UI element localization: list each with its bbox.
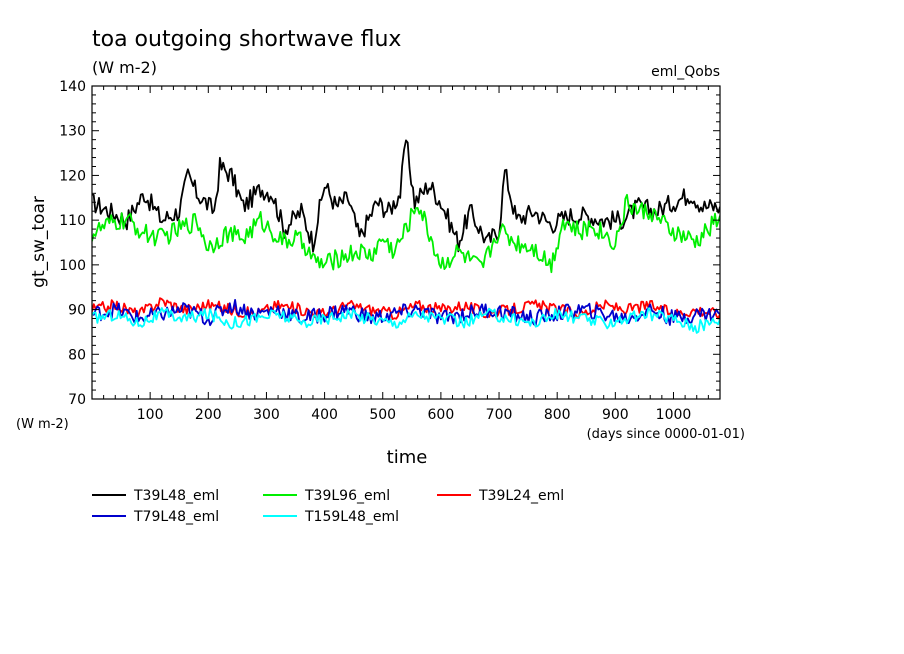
x-tick-label: 1000	[656, 407, 692, 423]
y-tick-label: 140	[59, 79, 86, 95]
x-tick-label: 600	[428, 407, 455, 423]
legend-label: T159L48_eml	[304, 509, 399, 525]
x-tick-label: 500	[369, 407, 396, 423]
x-tick-label: 100	[137, 407, 164, 423]
y-axis: 70 80 90 100 110 120 130 140	[59, 79, 720, 408]
legend-label: T79L48_eml	[133, 509, 219, 525]
x-tick-label: 200	[195, 407, 222, 423]
series-line-T79L48_eml	[92, 299, 720, 327]
y-tick-label: 130	[59, 124, 86, 140]
y-tick-label: 120	[59, 168, 86, 184]
legend-label: T39L48_eml	[133, 488, 219, 504]
plot-area	[92, 139, 720, 334]
legend-label: T39L96_eml	[304, 488, 390, 504]
y-tick-label: 110	[59, 213, 86, 229]
x-tick-label: 900	[602, 407, 629, 423]
series-line-T159L48_eml	[92, 307, 720, 334]
x-axis-units: (days since 0000-01-01)	[587, 427, 745, 442]
x-tick-label: 700	[486, 407, 513, 423]
y-tick-label: 80	[68, 347, 86, 363]
series-line-T39L96_eml	[92, 193, 720, 274]
x-axis-label: time	[387, 447, 428, 468]
y-axis-units: (W m-2)	[16, 417, 69, 432]
y-tick-label: 100	[59, 258, 86, 274]
x-tick-label: 300	[253, 407, 280, 423]
chart-title: toa outgoing shortwave flux	[92, 27, 401, 52]
legend-label: T39L24_eml	[478, 488, 564, 504]
series-line-T39L48_eml	[92, 139, 720, 253]
y-tick-label: 70	[68, 392, 86, 408]
x-tick-label: 800	[544, 407, 571, 423]
x-axis: 100 200 300 400 500 600 700 800 900 1000	[91, 86, 721, 423]
legend: T39L48_eml T39L96_eml T39L24_eml T79L48_eml…	[92, 488, 564, 525]
experiment-label: eml_Qobs	[651, 64, 720, 80]
x-tick-label: 400	[311, 407, 338, 423]
chart-units: (W m-2)	[92, 58, 157, 77]
y-tick-label: 90	[68, 303, 86, 319]
y-axis-label: gt_sw_toar	[29, 196, 49, 288]
